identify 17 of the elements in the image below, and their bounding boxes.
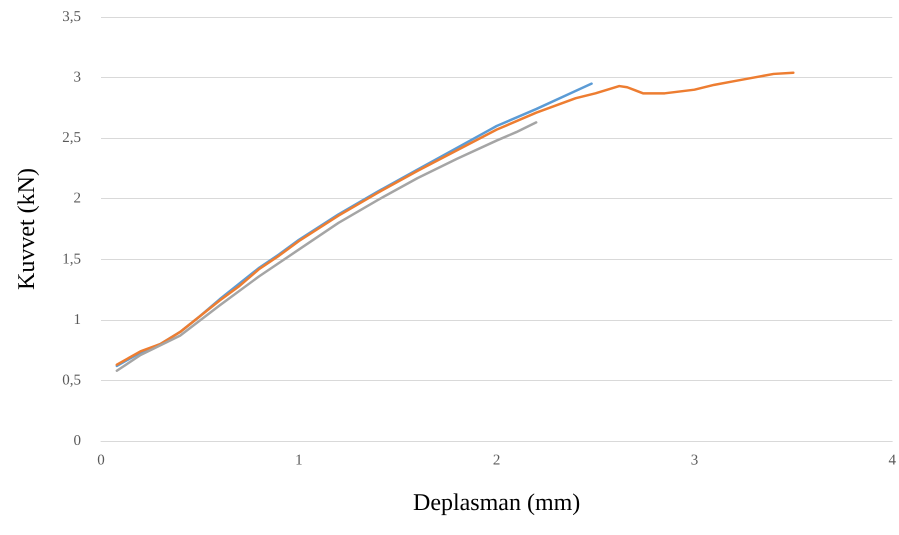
x-axis-title: Deplasman (mm) xyxy=(412,490,580,516)
x-tick-label: 4 xyxy=(888,452,896,468)
y-tick-label: 2 xyxy=(74,190,81,207)
x-tick-label: 3 xyxy=(690,452,698,468)
x-tick-label: 2 xyxy=(492,452,500,468)
y-tick-label: 3,5 xyxy=(62,9,81,25)
y-tick-label: 1 xyxy=(74,312,81,328)
line-series xyxy=(116,121,538,372)
y-tick-label: 2,5 xyxy=(62,130,81,146)
x-tick-label: 1 xyxy=(295,452,303,468)
y-tick-label: 1,5 xyxy=(62,251,81,268)
x-tick-label: 0 xyxy=(97,452,105,468)
y-tick-label: 0 xyxy=(74,433,81,449)
y-tick-label: 0,5 xyxy=(62,372,81,388)
y-tick-label: 3 xyxy=(74,70,81,86)
line-series xyxy=(116,71,795,366)
y-axis-title: Kuvvet (kN) xyxy=(14,168,40,290)
